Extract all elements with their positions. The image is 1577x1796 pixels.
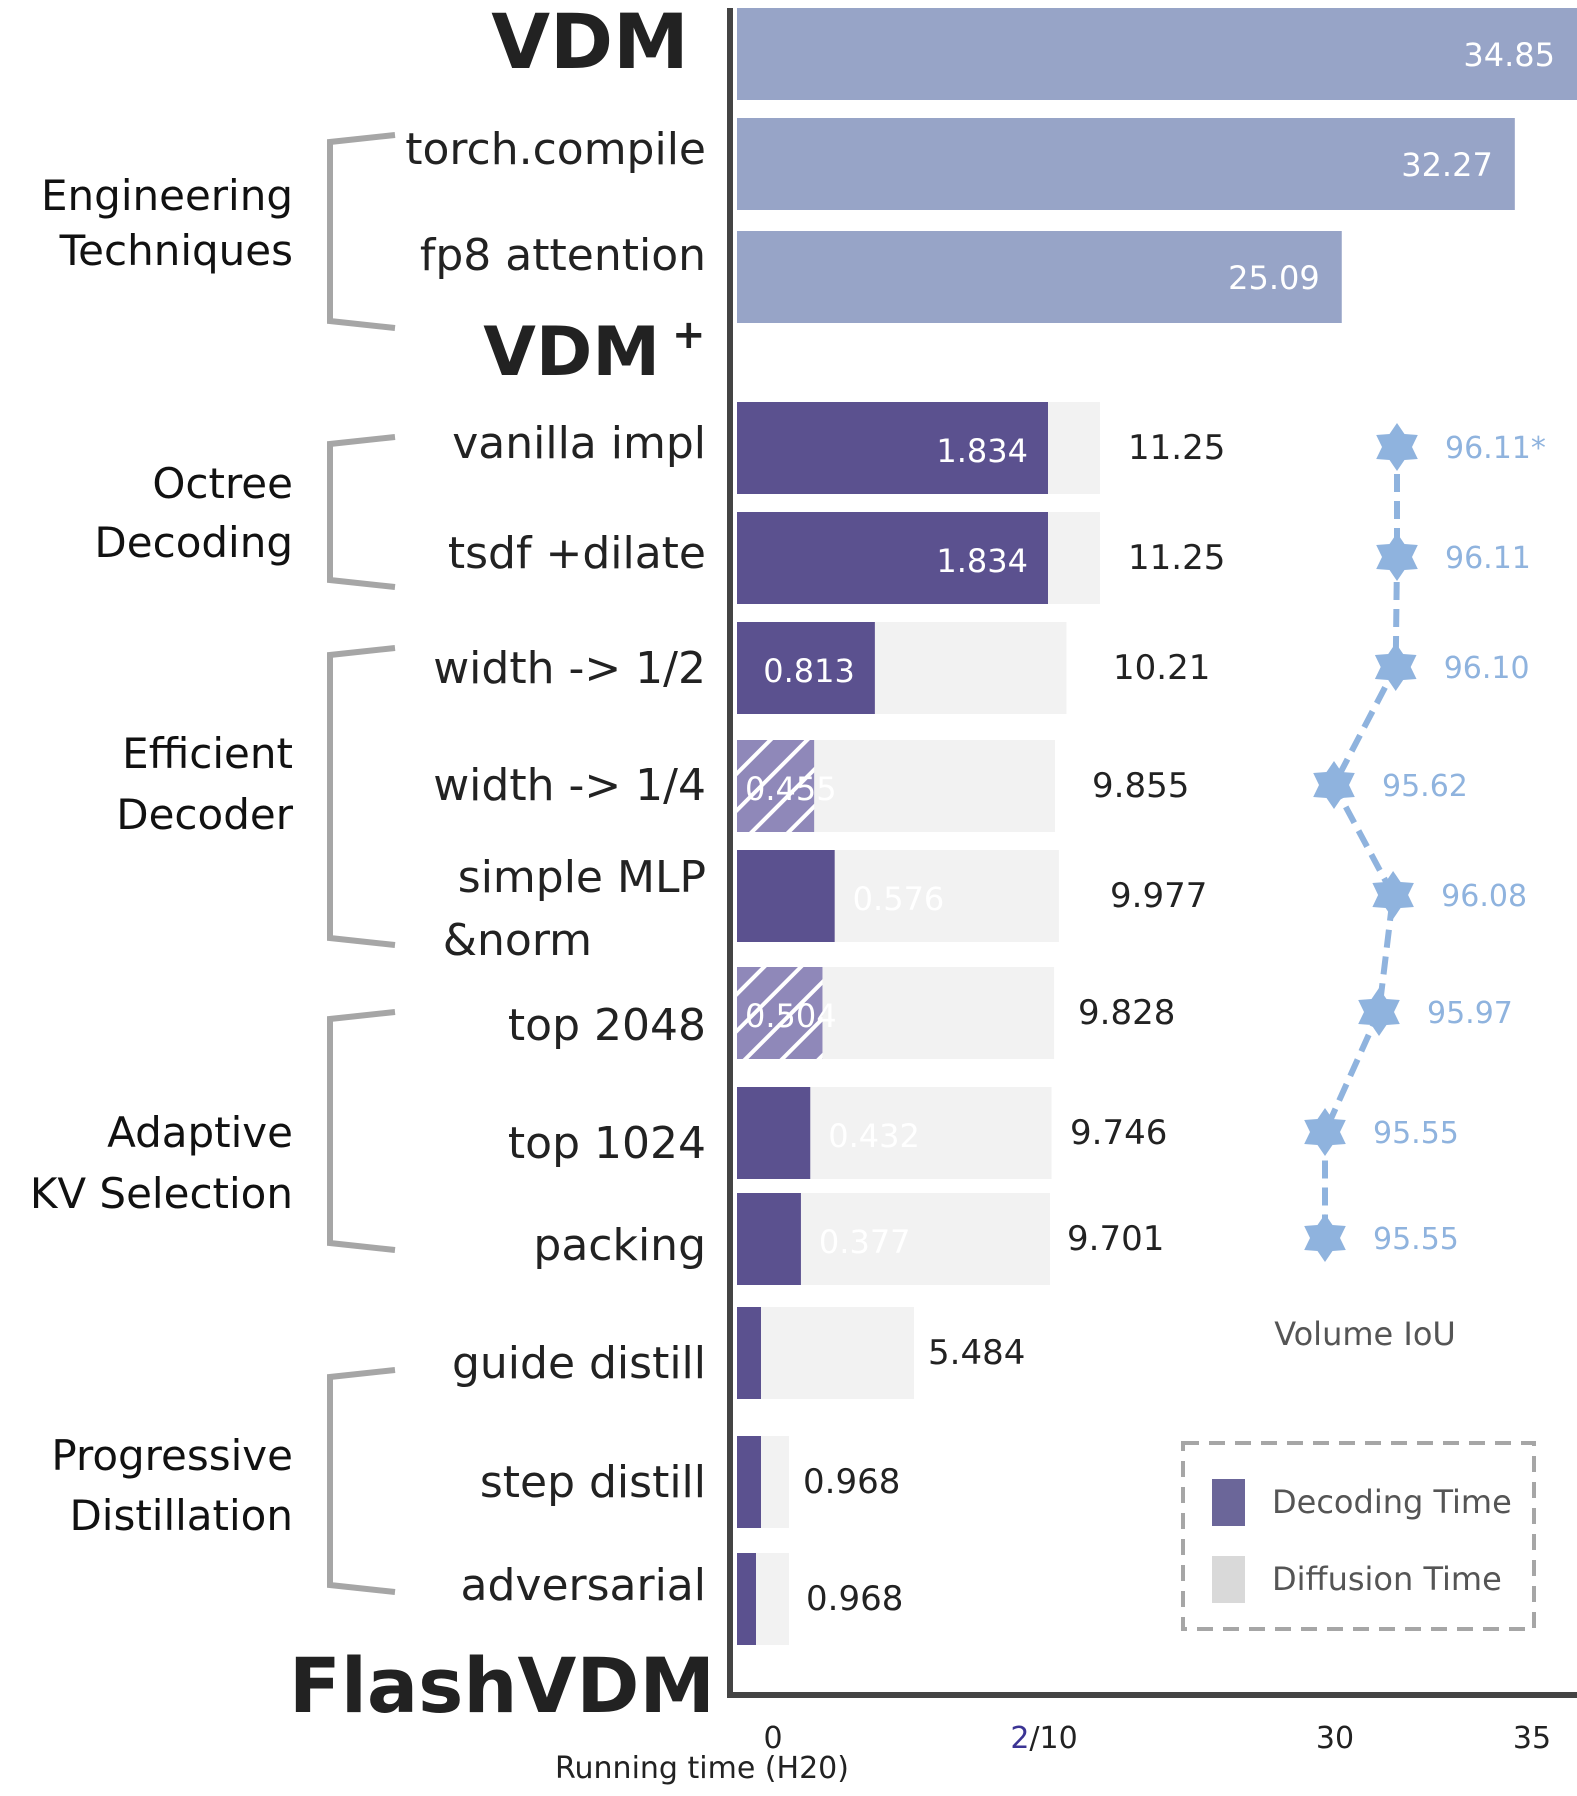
iou-marker <box>1358 988 1400 1036</box>
iou-marker <box>1304 1108 1346 1156</box>
x-tick-label: 2/10 <box>1010 1721 1077 1756</box>
group-bracket <box>327 645 396 948</box>
total-value: 9.701 <box>1067 1219 1164 1259</box>
decoding-bar <box>737 1553 756 1645</box>
group-bracket <box>327 132 396 331</box>
legend-label: Diffusion Time <box>1272 1560 1502 1598</box>
total-value: 0.968 <box>806 1579 903 1619</box>
iou-marker <box>1376 533 1418 581</box>
total-value: 10.21 <box>1113 648 1210 688</box>
decoding-value: 0.504 <box>745 997 837 1035</box>
decoding-bar <box>737 512 1048 604</box>
decoding-bar <box>737 850 835 942</box>
category-label: top 2048 <box>508 1000 706 1051</box>
total-value: 0.968 <box>803 1462 900 1502</box>
decoding-bar <box>737 402 1048 494</box>
decoding-bar <box>737 1087 811 1179</box>
baseline-bar <box>737 8 1577 100</box>
iou-marker <box>1376 423 1418 471</box>
baseline-bar <box>737 231 1342 323</box>
group-label: Efficient <box>122 729 293 778</box>
group-label: Decoding <box>94 518 293 567</box>
iou-value: 95.55 <box>1373 1116 1459 1151</box>
iou-line <box>1322 447 1400 1238</box>
group-label: Octree <box>152 459 293 508</box>
x-axis-title: Running time (H20) <box>555 1751 849 1786</box>
baseline-bar-value: 34.85 <box>1463 36 1555 74</box>
legend-label: Decoding Time <box>1272 1483 1512 1521</box>
group-bracket <box>327 434 396 590</box>
decoding-value: 0.576 <box>853 880 945 918</box>
category-label: vanilla impl <box>452 418 706 469</box>
title-vdm-plus: VDM <box>483 313 660 392</box>
decoding-value: 0.432 <box>828 1117 920 1155</box>
category-label: fp8 attention <box>420 230 706 281</box>
iou-marker <box>1374 643 1417 691</box>
decoding-bar <box>737 740 815 832</box>
iou-value: 96.08 <box>1441 879 1527 914</box>
total-value: 9.746 <box>1070 1113 1167 1153</box>
category-label: step distill <box>480 1457 706 1508</box>
decoding-bar <box>737 1436 761 1528</box>
total-value: 5.484 <box>928 1333 1025 1373</box>
group-label: Adaptive <box>107 1108 293 1157</box>
category-label: width -> 1/4 <box>433 760 706 811</box>
x-tick-label: 35 <box>1513 1721 1551 1756</box>
group-label: Techniques <box>59 226 293 275</box>
group-bracket <box>327 1367 396 1595</box>
iou-value: 96.11* <box>1445 431 1546 466</box>
total-value: 9.828 <box>1078 993 1175 1033</box>
legend-swatch <box>1212 1556 1245 1603</box>
title-vdm-plus-sup: + <box>672 312 706 358</box>
category-label: tsdf +dilate <box>448 528 706 579</box>
baseline-bar-value: 32.27 <box>1401 146 1493 184</box>
decoding-value: 0.377 <box>819 1223 911 1261</box>
title-flashvdm: FlashVDM <box>289 1641 715 1730</box>
group-label: Distillation <box>69 1491 293 1540</box>
category-label: top 1024 <box>508 1118 706 1169</box>
total-value: 9.855 <box>1092 766 1189 806</box>
decoding-bar <box>737 622 875 714</box>
category-label: adversarial <box>461 1560 706 1611</box>
category-label: width -> 1/2 <box>433 643 706 694</box>
decoding-value: 0.813 <box>763 652 855 690</box>
baseline-bar-value: 25.09 <box>1228 259 1320 297</box>
title-vdm: VDM <box>491 0 689 86</box>
decoding-value: 1.834 <box>936 542 1028 580</box>
group-label: KV Selection <box>30 1169 293 1218</box>
category-label: simple MLP <box>458 852 706 903</box>
iou-marker <box>1372 871 1414 919</box>
category-label: &norm <box>443 915 592 966</box>
decoding-value: 0.455 <box>745 770 837 808</box>
decoding-bar <box>737 1307 761 1399</box>
legend-swatch <box>1212 1479 1245 1526</box>
iou-value: 96.10 <box>1444 651 1530 686</box>
decoding-value: 1.834 <box>936 432 1028 470</box>
iou-marker <box>1313 761 1355 809</box>
group-label: Decoder <box>116 790 293 839</box>
group-bracket <box>327 1009 396 1253</box>
x-tick-label: 0 <box>763 1721 782 1756</box>
iou-marker <box>1304 1214 1346 1262</box>
iou-axis-label: Volume IoU <box>1274 1315 1456 1353</box>
iou-value: 95.62 <box>1382 769 1468 804</box>
decoding-bar <box>737 967 823 1059</box>
total-value: 9.977 <box>1110 876 1207 916</box>
baseline-bar <box>737 118 1515 210</box>
category-label: guide distill <box>452 1338 706 1389</box>
x-tick-label: 30 <box>1316 1721 1354 1756</box>
iou-value: 95.97 <box>1427 996 1513 1031</box>
decoding-bar <box>737 1193 801 1285</box>
total-value: 11.25 <box>1128 428 1225 468</box>
iou-value: 96.11 <box>1445 541 1531 576</box>
diffusion-bar <box>737 1307 914 1399</box>
group-label: Engineering <box>41 171 293 220</box>
category-label: packing <box>533 1220 706 1271</box>
group-label: Progressive <box>51 1431 293 1480</box>
category-label: torch.compile <box>405 124 706 175</box>
legend-box <box>1181 1441 1536 1631</box>
iou-value: 95.55 <box>1373 1222 1459 1257</box>
total-value: 11.25 <box>1128 538 1225 578</box>
